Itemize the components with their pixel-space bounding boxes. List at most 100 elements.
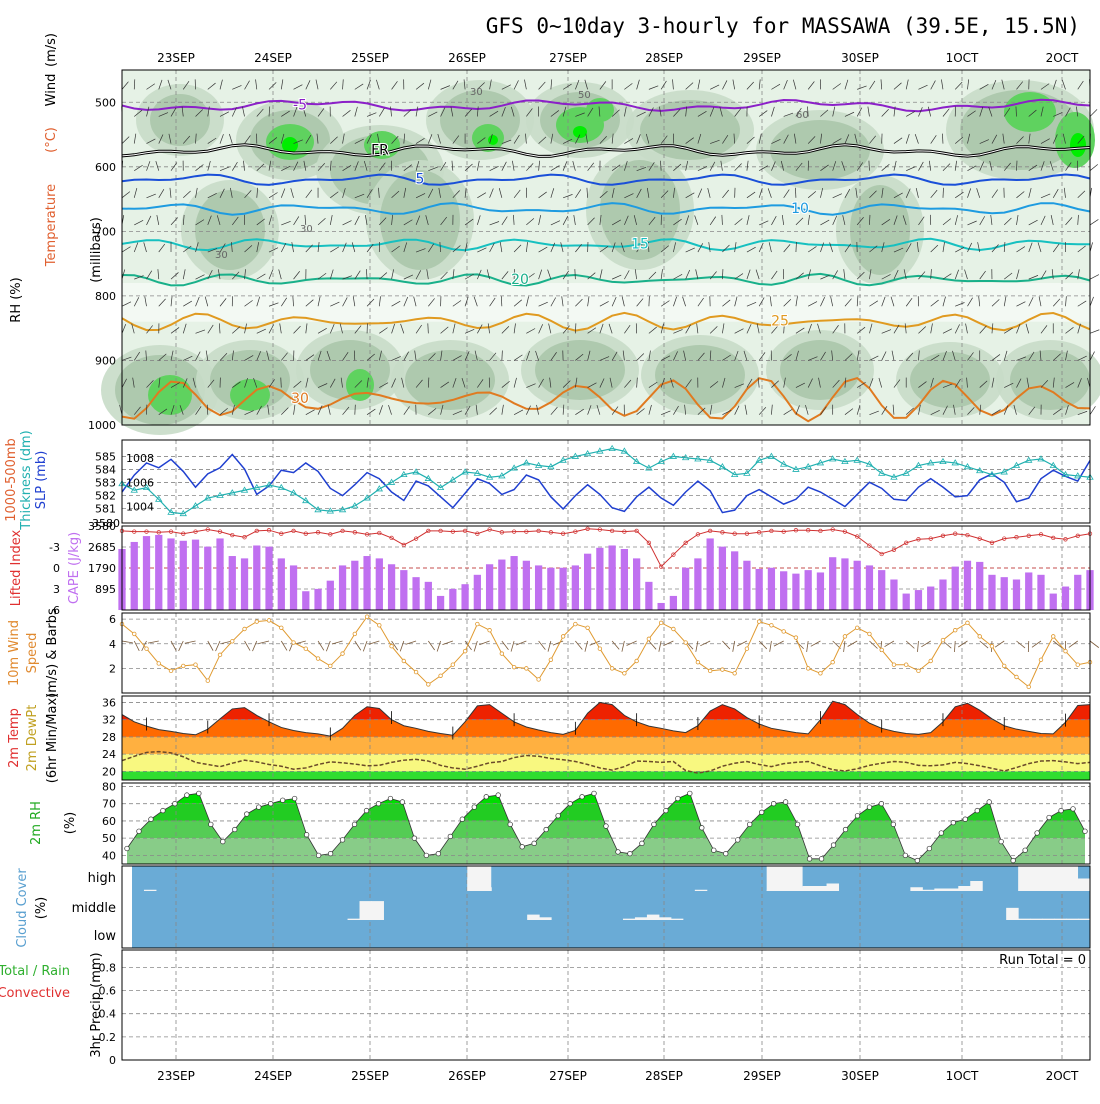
wind-speed-marker	[1002, 664, 1006, 668]
cape-bar	[229, 556, 236, 610]
cape-bar	[449, 589, 456, 610]
date-label-top: 2OCT	[1046, 51, 1079, 65]
rh-marker	[412, 836, 417, 841]
wind-speed-marker	[941, 638, 945, 642]
wind-speed-marker	[316, 657, 320, 661]
rh-marker	[987, 800, 992, 805]
wind-speed-marker	[365, 615, 369, 619]
wind-speed-marker	[561, 635, 565, 639]
cape-bar	[131, 542, 138, 610]
cloud-block	[1054, 919, 1066, 920]
cloud-block	[1078, 879, 1090, 892]
isotherm-label: FR	[371, 143, 389, 159]
rh-marker	[855, 813, 860, 818]
rh-marker	[137, 829, 142, 834]
wind-barb-10m	[612, 641, 619, 649]
wind-barb-10m	[122, 641, 133, 643]
rh-marker	[209, 822, 214, 827]
cape-bar	[792, 574, 799, 610]
rh-marker	[364, 808, 369, 813]
rh-marker	[723, 851, 728, 856]
date-label-bottom: 1OCT	[946, 1069, 979, 1083]
wind-barb-10m	[355, 641, 361, 650]
rh-marker	[616, 850, 621, 855]
wind-speed-marker	[169, 669, 173, 673]
cape-bar	[1013, 579, 1020, 610]
rh-marker	[831, 843, 836, 848]
rh-contour-fill	[195, 190, 265, 270]
rh-marker	[1047, 815, 1052, 820]
rh-marker	[424, 853, 429, 858]
wind-speed-marker	[1027, 685, 1031, 689]
wind-barb-10m	[208, 641, 213, 651]
cape-bar	[1074, 575, 1081, 610]
cloud-block	[958, 886, 970, 891]
isotherm-label: 30	[291, 391, 309, 407]
cape-bar	[719, 547, 726, 610]
cape-bar	[1037, 575, 1044, 610]
rh-contour-label: 30	[470, 87, 483, 98]
wind-speed-marker	[279, 626, 283, 630]
cape-bar	[927, 587, 934, 610]
rh-marker	[939, 831, 944, 836]
cloud-label: Cloud Cover	[15, 868, 30, 948]
rh2m-unit-label: (%)	[63, 812, 78, 835]
wind-speed-marker	[733, 672, 737, 676]
rh-marker	[688, 791, 693, 796]
wind-speed-marker	[990, 644, 994, 648]
cloud-block	[635, 917, 647, 920]
cape-bar	[376, 558, 383, 610]
rh-tick: 70	[102, 798, 116, 811]
slp-frame	[122, 440, 1090, 523]
cloud-level-label: high	[88, 871, 116, 886]
wind-speed-marker	[378, 624, 382, 628]
wind-barb-10m	[807, 641, 809, 652]
rh-marker	[903, 853, 908, 858]
rh-contour-label: 30	[215, 250, 228, 261]
rh-contour-fill	[1010, 350, 1090, 410]
cape-bar	[253, 545, 260, 610]
rh-marker	[376, 801, 381, 806]
rh-marker	[520, 844, 525, 849]
wind-speed-marker	[868, 632, 872, 636]
wind-speed-marker	[206, 679, 210, 683]
temp-tick: 36	[102, 696, 116, 709]
date-label-bottom: 24SEP	[254, 1069, 292, 1083]
cloud-block	[659, 917, 671, 920]
wind-barb	[1090, 109, 1097, 116]
wind-speed-marker	[598, 647, 602, 651]
cape-bar	[547, 568, 554, 610]
chart-title: GFS 0~10day 3-hourly for MASSAWA (39.5E,…	[486, 14, 1080, 38]
date-label-bottom: 29SEP	[743, 1069, 781, 1083]
cloud-level-label: low	[94, 929, 117, 944]
date-label-bottom: 2OCT	[1046, 1069, 1079, 1083]
wind-barb-10m	[245, 641, 251, 651]
rh-peak-fill	[573, 126, 587, 138]
rh-contour-fill	[850, 185, 910, 275]
cloud-block	[1030, 919, 1042, 920]
cape-bar	[964, 561, 971, 610]
wind-speed-marker	[476, 622, 480, 626]
wind-speed-marker	[304, 647, 308, 651]
wind-barb-10m	[1069, 641, 1078, 647]
wind-speed-marker	[929, 659, 933, 663]
wind-speed-marker	[402, 659, 406, 663]
slp-tick: 1004	[126, 501, 154, 514]
wind-speed-marker	[537, 678, 541, 682]
li-label: Lifted Index	[9, 529, 24, 606]
thickness-label: 1000-500mb	[4, 438, 19, 522]
slp-tick: 1006	[126, 476, 154, 489]
rh-contour-fill	[535, 340, 625, 400]
wind-speed-marker	[819, 672, 823, 676]
wind-tick: 4	[109, 638, 116, 651]
cape-bar	[976, 562, 983, 610]
minmax-label: (6hr Min/Max)	[45, 693, 60, 783]
cape-bar	[180, 541, 187, 610]
rh2m-label: 2m RH	[29, 801, 44, 845]
wind-speed-marker	[1076, 663, 1080, 667]
rh-marker	[280, 798, 285, 803]
rh-marker	[400, 800, 405, 805]
isotherm-label: 20	[511, 272, 529, 288]
date-label-top: 28SEP	[645, 51, 683, 65]
